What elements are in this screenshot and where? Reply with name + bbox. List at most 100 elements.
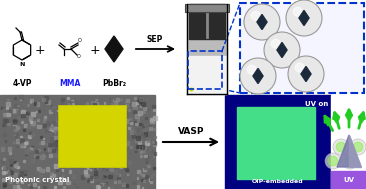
Bar: [153, 167, 156, 169]
Bar: [73, 108, 75, 110]
Bar: [62, 169, 63, 171]
Bar: [104, 107, 108, 111]
Bar: [39, 168, 42, 172]
Bar: [50, 125, 53, 129]
Bar: [52, 106, 55, 108]
Bar: [135, 123, 138, 125]
Bar: [119, 174, 120, 176]
Bar: [151, 150, 153, 152]
Bar: [107, 158, 109, 161]
Bar: [15, 166, 16, 168]
Bar: [135, 114, 139, 118]
Bar: [98, 186, 100, 188]
Bar: [94, 165, 97, 167]
Bar: [40, 155, 44, 159]
Bar: [84, 161, 87, 164]
Bar: [16, 145, 18, 147]
Bar: [0, 0, 183, 94]
Bar: [84, 170, 87, 173]
Bar: [87, 167, 89, 169]
Bar: [147, 138, 150, 142]
Bar: [105, 143, 108, 146]
Bar: [143, 135, 145, 137]
Bar: [90, 142, 94, 146]
Bar: [27, 125, 31, 128]
Bar: [7, 99, 8, 100]
Bar: [77, 150, 80, 153]
Bar: [94, 102, 98, 106]
Bar: [26, 112, 28, 114]
Bar: [113, 158, 115, 161]
Bar: [116, 144, 118, 146]
Bar: [146, 175, 149, 178]
Bar: [137, 100, 141, 103]
Bar: [38, 110, 40, 112]
Polygon shape: [257, 14, 267, 29]
Bar: [153, 109, 155, 111]
Bar: [102, 177, 105, 179]
Bar: [102, 168, 104, 170]
Bar: [0, 160, 4, 163]
Bar: [45, 152, 47, 154]
Bar: [125, 109, 127, 112]
Bar: [55, 146, 58, 149]
Bar: [69, 136, 73, 140]
Bar: [331, 95, 366, 189]
Bar: [9, 159, 13, 162]
Bar: [14, 165, 15, 167]
Text: PbBr₂: PbBr₂: [102, 78, 126, 88]
Bar: [14, 173, 18, 177]
Bar: [30, 101, 31, 103]
Bar: [124, 114, 126, 116]
Bar: [93, 103, 97, 107]
Bar: [132, 181, 136, 184]
Bar: [20, 171, 23, 174]
Bar: [45, 167, 49, 170]
Bar: [102, 183, 105, 185]
Bar: [98, 105, 101, 108]
Bar: [90, 107, 94, 110]
Circle shape: [251, 11, 260, 20]
Bar: [136, 102, 138, 104]
Bar: [50, 172, 53, 176]
Bar: [3, 113, 7, 116]
Bar: [13, 174, 16, 178]
Circle shape: [342, 153, 358, 169]
Bar: [86, 150, 88, 153]
Bar: [7, 117, 9, 118]
Bar: [114, 115, 118, 119]
Bar: [92, 122, 95, 125]
Text: UV: UV: [344, 177, 355, 183]
Bar: [148, 109, 149, 110]
Bar: [62, 112, 65, 115]
Circle shape: [293, 7, 302, 16]
Bar: [85, 173, 87, 176]
Bar: [118, 134, 122, 138]
Bar: [54, 136, 57, 139]
Bar: [134, 97, 136, 99]
Text: SEP: SEP: [147, 36, 163, 44]
Bar: [126, 141, 129, 145]
Bar: [63, 156, 66, 159]
Bar: [71, 147, 74, 150]
Bar: [96, 185, 99, 188]
Bar: [153, 143, 156, 146]
Bar: [5, 108, 8, 109]
Bar: [31, 100, 33, 102]
Bar: [126, 184, 128, 187]
Bar: [15, 109, 17, 110]
Circle shape: [271, 39, 280, 48]
Bar: [13, 122, 16, 125]
Bar: [8, 176, 10, 178]
Bar: [49, 110, 52, 113]
Bar: [54, 164, 58, 168]
Bar: [72, 134, 73, 136]
Bar: [147, 165, 149, 167]
Bar: [43, 119, 46, 122]
Bar: [119, 150, 121, 151]
Bar: [38, 110, 41, 113]
Bar: [58, 135, 61, 138]
Bar: [141, 179, 143, 181]
Bar: [18, 116, 21, 119]
Bar: [152, 141, 154, 143]
